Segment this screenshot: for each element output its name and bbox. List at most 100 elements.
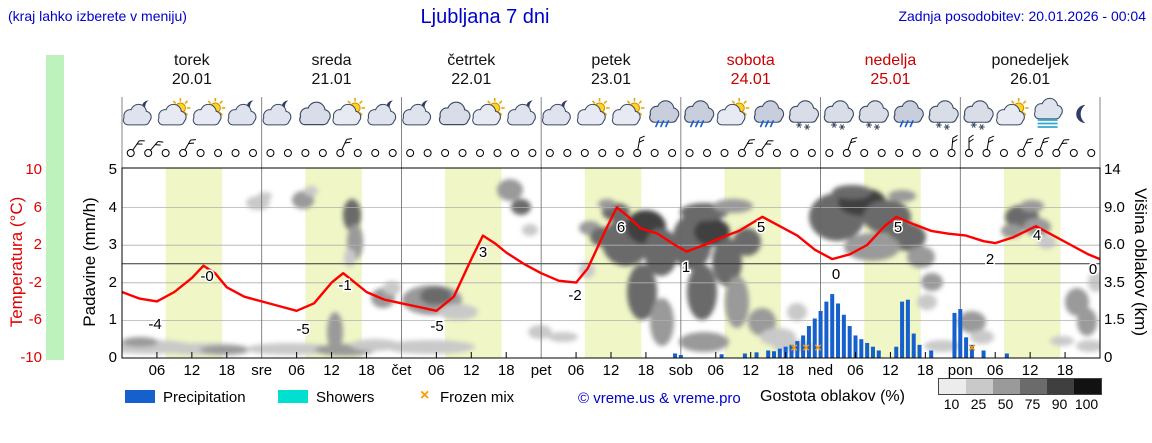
- precip-bar: [772, 351, 776, 358]
- wind-symbol: [266, 149, 275, 157]
- wind-symbol: [825, 149, 834, 157]
- gray-scale-cell: [993, 379, 1020, 394]
- wind-symbol: [510, 149, 519, 157]
- temp-tick: -10: [20, 349, 42, 366]
- wind-symbol: [353, 149, 362, 157]
- copyright-link[interactable]: © vreme.us & vreme.pro: [578, 390, 741, 407]
- cloud-blob: [748, 308, 776, 336]
- cloud-blob: [787, 303, 807, 321]
- wind-symbol: [999, 149, 1008, 157]
- weather-icon-r: [893, 100, 924, 128]
- precipitation-legend-label: Precipitation: [163, 389, 246, 406]
- x-day-label: ned: [808, 362, 834, 379]
- day-name: torek: [174, 52, 210, 69]
- precip-bar: [870, 346, 875, 358]
- precip-bar: [766, 350, 771, 358]
- temp-tick: 6: [33, 198, 42, 216]
- cloud-blob: [420, 287, 452, 305]
- wind-symbol: [860, 149, 869, 157]
- precip-bar: [853, 335, 858, 358]
- precip-bar: [905, 299, 910, 358]
- wind-symbol: [1017, 138, 1034, 157]
- cloud-blob: [888, 190, 916, 202]
- day-date: 26.01: [1010, 71, 1051, 88]
- temperature-label: -5: [430, 318, 443, 335]
- cloud-blob: [1077, 308, 1097, 336]
- weather-icon-sn: [963, 100, 994, 130]
- precip-tick: 1: [108, 311, 117, 329]
- weather-icon-sn: [928, 100, 959, 130]
- temperature-label: -2: [568, 287, 581, 304]
- gray-scale-cell: [1020, 379, 1047, 394]
- x-hour-label: 18: [358, 362, 375, 379]
- weather-icon-m: [1076, 104, 1086, 124]
- cloud-blob: [844, 233, 900, 261]
- precip-bar: [859, 339, 864, 358]
- wind-symbol: [947, 135, 958, 157]
- weather-icon-mc: [541, 100, 571, 126]
- cloud-blob: [924, 340, 960, 352]
- temperature-label: 6: [617, 219, 625, 236]
- wind-symbol: [336, 138, 353, 157]
- daylight-band: [1003, 168, 1061, 358]
- cloud-blob: [385, 340, 475, 354]
- wind-symbol: [615, 149, 624, 157]
- x-hour-label: 06: [428, 362, 445, 379]
- weather-icon-mc: [227, 100, 257, 126]
- precip-bar: [981, 350, 986, 358]
- page-title: Ljubljana 7 dni: [420, 6, 550, 28]
- weather-icon-sc: [716, 98, 750, 126]
- cloud-blob: [832, 185, 872, 199]
- wind-symbol: [737, 139, 755, 157]
- cloud-tick: 6.0: [1104, 236, 1125, 254]
- weather-icon-mc: [507, 100, 536, 126]
- wind-symbol: [458, 149, 467, 157]
- cloud-tick: 0: [1104, 349, 1113, 366]
- cloud-density-legend-title: Gostota oblakov (%): [760, 388, 905, 405]
- wind-symbol: [598, 149, 607, 157]
- weather-icon-sc: [996, 98, 1029, 126]
- wind-symbol: [912, 149, 921, 157]
- wind-symbol: [982, 135, 995, 157]
- cloud-blob: [245, 343, 335, 355]
- x-hour-label: 12: [742, 362, 760, 379]
- cloud-blob: [343, 199, 361, 231]
- precip-bar: [678, 354, 683, 358]
- precip-bar: [824, 301, 829, 358]
- temperature-label: 2: [986, 251, 994, 268]
- x-hour-label: 18: [637, 362, 655, 379]
- precip-tick: 3: [108, 236, 117, 254]
- temp-tick: -6: [28, 311, 42, 329]
- x-hour-label: 06: [847, 362, 864, 379]
- wind-symbol: [371, 149, 380, 157]
- temp-tick: 2: [33, 236, 42, 254]
- weather-icon-r: [649, 100, 680, 128]
- day-date: 22.01: [451, 71, 492, 88]
- cloud-tick: 1.5: [1104, 311, 1125, 329]
- cloud-blob: [344, 249, 356, 267]
- wind-symbol: [563, 149, 572, 157]
- x-day-label: pon: [947, 362, 973, 379]
- temperature-label: 3: [479, 244, 487, 261]
- cloud-blob: [1076, 340, 1100, 352]
- x-hour-label: 18: [1056, 362, 1074, 379]
- cloud-blob: [627, 264, 657, 320]
- wind-symbol: [318, 149, 327, 157]
- wind-symbol: [476, 149, 485, 157]
- day-name: sreda: [311, 52, 352, 69]
- cloud-blob: [522, 224, 538, 236]
- cloud-density-scale: [938, 378, 1102, 395]
- x-day-label: sob: [668, 362, 693, 379]
- temperature-label: 0: [1089, 261, 1097, 278]
- wind-symbol: [126, 140, 145, 157]
- wind-symbol: [650, 149, 659, 157]
- gray-scale-value: 25: [970, 396, 987, 412]
- weather-icon-mc: [122, 100, 152, 126]
- x-hour-label: 12: [323, 362, 340, 379]
- precip-bar: [900, 301, 905, 358]
- weather-icon-sc: [611, 98, 645, 126]
- cloud-tick: 3.5: [1104, 273, 1125, 291]
- wind-symbol: [214, 149, 223, 157]
- precip-bar: [865, 342, 870, 358]
- precip-bar: [964, 337, 969, 358]
